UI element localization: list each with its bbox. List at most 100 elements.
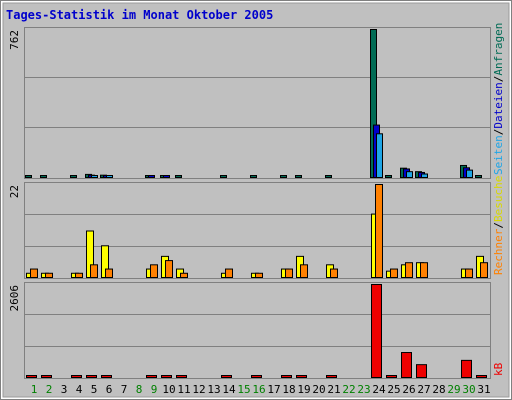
x-tick-label-day-5: 5 <box>91 383 98 396</box>
bar-rechner-day-6 <box>105 268 113 278</box>
legend-separator: / <box>492 129 505 136</box>
x-tick-label-day-14: 14 <box>222 383 236 396</box>
bar-rechner-day-25 <box>390 268 398 278</box>
bar-rechner-day-31 <box>480 262 488 279</box>
bar-rechner-day-14 <box>225 268 233 278</box>
x-tick-label-day-7: 7 <box>121 383 128 396</box>
y-max-tick-label: 2606 <box>8 285 21 312</box>
bar-kb-day-19 <box>296 375 307 378</box>
bar-kb-day-1 <box>26 375 37 378</box>
bar-kb-day-30 <box>461 359 472 378</box>
x-tick-label-day-31: 31 <box>477 383 490 396</box>
x-tick-label-day-25: 25 <box>387 383 400 396</box>
legend-dateien: Dateien <box>492 82 505 128</box>
bar-rechner-day-4 <box>75 272 83 279</box>
bar-kb-day-31 <box>476 375 487 378</box>
legend-separator: / <box>492 222 505 229</box>
x-tick-label-day-20: 20 <box>312 383 325 396</box>
bar-rechner-day-19 <box>300 264 308 278</box>
bar-seiten-day-6 <box>106 175 113 178</box>
bar-rechner-day-26 <box>405 262 413 279</box>
x-tick-label-day-30: 30 <box>462 383 475 396</box>
legend-besuche: Besuche <box>492 176 505 222</box>
legend-kbytes-text: kB <box>492 362 505 376</box>
x-tick-label-day-24: 24 <box>372 383 386 396</box>
x-tick-label-day-22: 22 <box>342 383 355 396</box>
x-tick-label-day-18: 18 <box>282 383 295 396</box>
bar-kb-day-2 <box>41 375 52 378</box>
bar-rechner-day-18 <box>285 268 293 278</box>
bar-rechner-day-11 <box>180 272 188 279</box>
bar-anfragen-day-1 <box>25 175 32 178</box>
x-tick-label-day-23: 23 <box>357 383 370 396</box>
x-tick-label-day-4: 4 <box>76 383 83 396</box>
bar-kb-day-11 <box>176 375 187 378</box>
x-tick-label-day-28: 28 <box>432 383 445 396</box>
requests-panel: 762 <box>8 27 491 179</box>
bar-kb-day-10 <box>161 375 172 378</box>
legend-kb: kB <box>492 362 505 376</box>
bar-rechner-day-16 <box>255 272 263 279</box>
x-tick-label-day-1: 1 <box>31 383 38 396</box>
kbytes-panel: 2606 <box>8 282 491 379</box>
x-tick-label-day-12: 12 <box>192 383 205 396</box>
bar-kb-day-16 <box>251 375 262 378</box>
x-tick-label-day-9: 9 <box>151 383 158 396</box>
bar-kb-day-6 <box>101 375 112 378</box>
bar-anfragen-day-14 <box>220 175 227 178</box>
bar-kb-day-26 <box>401 352 412 379</box>
visits-panel: 22 <box>8 182 491 279</box>
bar-kb-day-25 <box>386 375 397 378</box>
bar-seiten-day-30 <box>466 169 473 178</box>
bar-anfragen-day-18 <box>280 175 287 178</box>
plot-frame <box>24 182 491 279</box>
x-tick-label-day-29: 29 <box>447 383 460 396</box>
bar-seiten-day-26 <box>406 171 413 179</box>
chart-panels: 762 22 2606 <box>8 27 491 379</box>
x-tick-label-day-6: 6 <box>106 383 113 396</box>
bar-kb-day-24 <box>371 284 382 378</box>
x-tick-label-day-11: 11 <box>177 383 190 396</box>
bar-seiten-day-5 <box>91 175 98 178</box>
legend-rechner: Rechner <box>492 228 505 275</box>
bar-dateien-day-9 <box>148 175 155 178</box>
bar-rechner-day-10 <box>165 260 173 279</box>
x-tick-label-day-27: 27 <box>417 383 430 396</box>
bar-rechner-day-27 <box>420 262 428 279</box>
x-tick-label-day-10: 10 <box>162 383 175 396</box>
bar-kb-day-21 <box>326 375 337 378</box>
x-tick-label-day-26: 26 <box>402 383 415 396</box>
bar-anfragen-day-2 <box>40 175 47 178</box>
bar-anfragen-day-19 <box>295 175 302 178</box>
x-tick-label-day-19: 19 <box>297 383 310 396</box>
legend-requests-text: Seiten/Dateien/Anfragen <box>492 23 505 175</box>
x-tick-label-day-15: 15 <box>237 383 250 396</box>
y-max-tick-label: 22 <box>8 185 21 198</box>
bar-dateien-day-10 <box>163 175 170 178</box>
legend-kbytes: kB <box>492 362 505 376</box>
bar-rechner-day-9 <box>150 264 158 278</box>
legend-seiten: Seiten <box>492 135 505 175</box>
bar-kb-day-14 <box>221 375 232 378</box>
bar-kb-day-4 <box>71 375 82 378</box>
plot-frame <box>24 282 491 379</box>
legend-visits-text: Rechner/Besuche <box>492 176 505 275</box>
bar-anfragen-day-16 <box>250 175 257 178</box>
bar-rechner-day-2 <box>45 272 53 279</box>
bar-anfragen-day-25 <box>385 175 392 178</box>
bar-rechner-day-5 <box>90 264 98 278</box>
bar-seiten-day-24 <box>376 133 383 178</box>
chart-title: Tages-Statistik im Monat Oktober 2005 <box>6 8 273 22</box>
bar-rechner-day-24 <box>375 184 383 278</box>
x-tick-label-day-21: 21 <box>327 383 340 396</box>
y-max-tick-label: 762 <box>8 30 21 50</box>
bar-rechner-day-1 <box>30 268 38 278</box>
legend-anfragen: Anfragen <box>492 23 505 76</box>
x-tick-label-day-8: 8 <box>136 383 143 396</box>
bar-anfragen-day-11 <box>175 175 182 178</box>
